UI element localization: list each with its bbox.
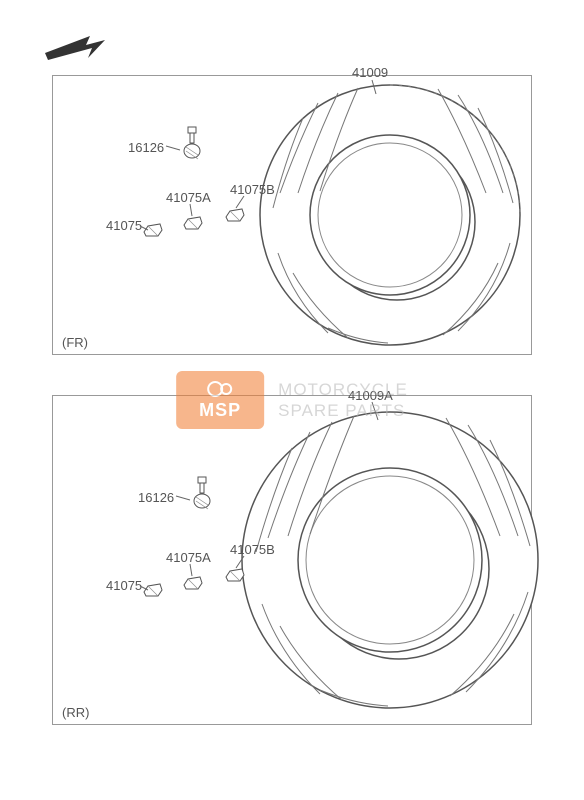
diagram-canvas: (FR) (RR) 41009 xyxy=(0,0,584,800)
leader-line-icon xyxy=(0,0,584,800)
